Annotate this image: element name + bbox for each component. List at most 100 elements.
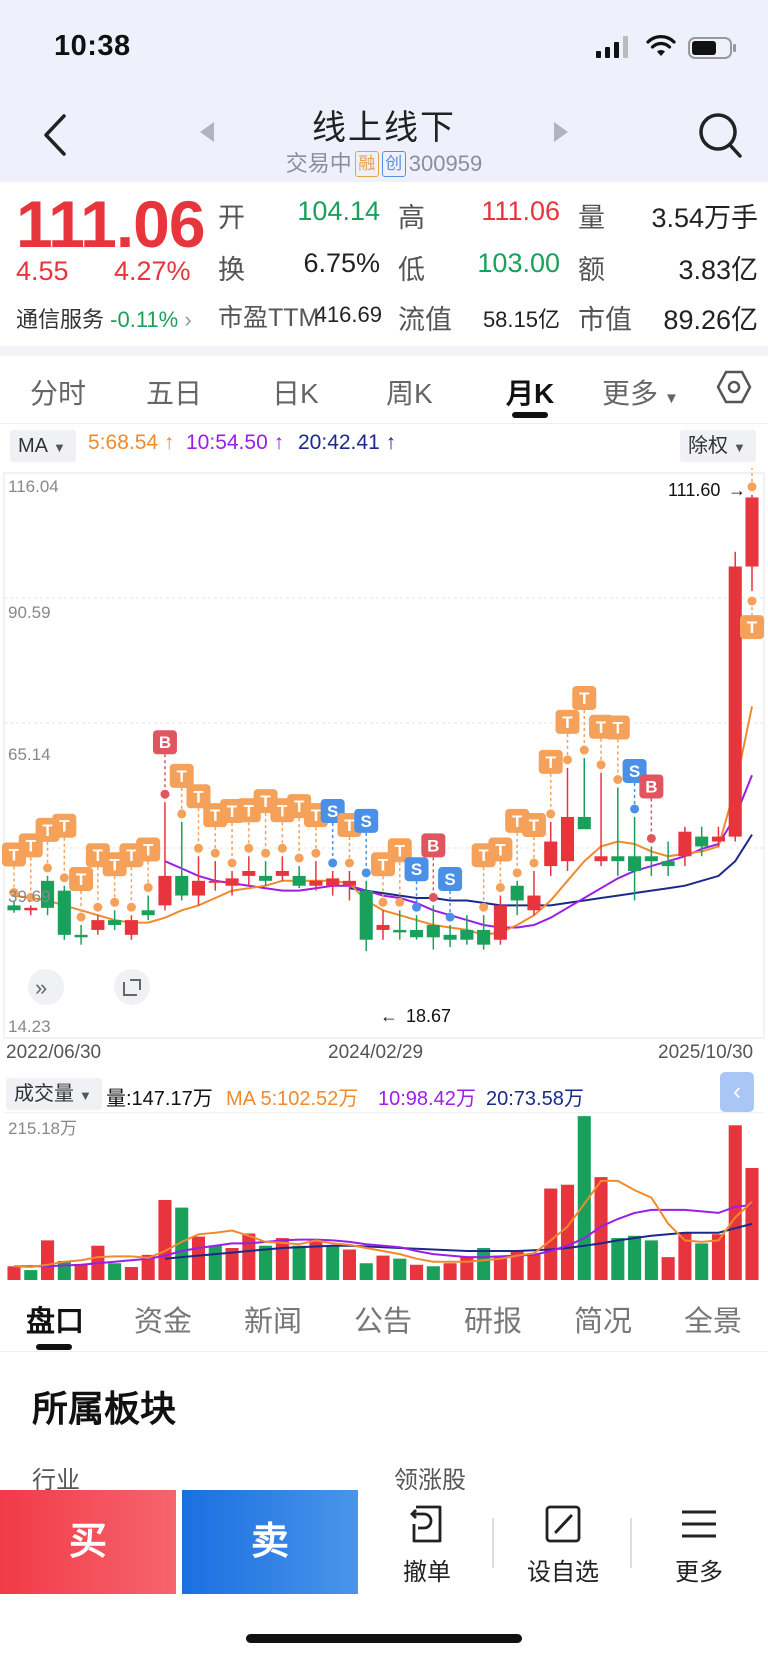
svg-text:T: T [177, 767, 188, 786]
menu-icon [682, 1510, 716, 1538]
vol-ma10-line [14, 1204, 753, 1268]
trade-marker-t: T [136, 837, 161, 893]
adjust-select[interactable]: 除权 ▼ [680, 430, 756, 462]
prev-stock-icon[interactable] [200, 122, 214, 142]
volume-bar [191, 1236, 206, 1280]
svg-text:T: T [562, 713, 573, 732]
price-change-pct: 4.27% [114, 256, 191, 286]
svg-text:T: T [76, 870, 87, 889]
sell-button[interactable]: 卖 [182, 1490, 358, 1594]
candle [376, 910, 390, 940]
tab-daily-k[interactable]: 日K [272, 378, 319, 409]
edit-icon [545, 1505, 581, 1543]
search-icon[interactable] [696, 110, 744, 160]
amount-label: 额 [578, 255, 605, 285]
candle [124, 915, 138, 940]
volume-bar [695, 1243, 709, 1280]
indicator-select[interactable]: MA ▼ [10, 430, 76, 462]
tab-weekly-k[interactable]: 周K [386, 378, 433, 409]
svg-text:T: T [512, 812, 523, 831]
candle [745, 494, 759, 592]
volume-bar [678, 1232, 692, 1280]
tab-monthly-k[interactable]: 月K [506, 378, 555, 409]
section-title: 所属板块 [32, 1388, 177, 1429]
tab-active-indicator [512, 412, 548, 418]
candle [493, 895, 507, 945]
svg-text:B: B [645, 777, 657, 796]
vol-ma5-readout: MA 5:102.52万 [226, 1088, 359, 1110]
trade-marker-t: T [555, 709, 580, 765]
back-arrow-icon[interactable] [40, 112, 70, 158]
svg-text:T: T [546, 753, 557, 772]
dropdown-caret-icon: ▼ [664, 390, 679, 407]
add-watchlist-label: 设自选 [527, 1559, 599, 1586]
tab-order-book[interactable]: 盘口 [26, 1306, 85, 1338]
svg-text:S: S [444, 870, 455, 889]
expand-sidebar-button[interactable]: » [28, 969, 64, 1005]
volume-bar [326, 1245, 340, 1280]
svg-text:T: T [210, 806, 221, 825]
stock-name: 线上线下 [312, 109, 456, 147]
chart-period-tabs [0, 356, 768, 424]
volume-bar [426, 1266, 440, 1280]
candle [410, 915, 424, 940]
open-value: 104.14 [297, 196, 380, 226]
ma20-readout: 20:42.41 ↑ [298, 431, 397, 454]
tab-funds[interactable]: 资金 [134, 1306, 193, 1338]
battery-icon [688, 37, 736, 59]
volume-readout: 量:147.17万 [106, 1088, 213, 1110]
pe-value: 416.69 [314, 302, 382, 327]
tab-announcements[interactable]: 公告 [354, 1306, 413, 1338]
status-time: 10:38 [54, 30, 131, 62]
stock-code: 300959 [408, 151, 483, 176]
tab-news[interactable]: 新闻 [244, 1306, 303, 1338]
svg-text:T: T [529, 816, 540, 835]
svg-text:T: T [395, 841, 406, 860]
candle [141, 895, 155, 921]
chart-settings-icon[interactable] [716, 370, 752, 404]
candle [510, 880, 524, 916]
more-actions-button[interactable]: 更多 [644, 1490, 754, 1594]
wifi-icon [646, 35, 676, 56]
nav-header [0, 90, 768, 182]
pe-label: 市盈TTM [218, 304, 320, 332]
trade-marker-t: T [169, 763, 194, 819]
ma20-line [349, 834, 753, 907]
tab-more[interactable]: 更多 ▼ [602, 378, 679, 409]
fullscreen-icon [123, 982, 137, 996]
tab-intraday[interactable]: 分时 [30, 378, 87, 409]
buy-button[interactable]: 买 [0, 1490, 176, 1594]
margin-tag: 融 [354, 151, 379, 177]
collapse-panel-button[interactable]: ‹ [720, 1072, 754, 1112]
volume-indicator-select[interactable]: 成交量 ▼ [6, 1078, 102, 1110]
y-axis-top: 116.04 [8, 477, 59, 496]
next-stock-icon[interactable] [554, 122, 568, 142]
svg-text:T: T [478, 846, 489, 865]
tab-research[interactable]: 研报 [464, 1306, 523, 1338]
price-change: 4.55 [16, 256, 69, 286]
tab-profile[interactable]: 简况 [574, 1306, 633, 1338]
svg-text:S: S [327, 802, 338, 821]
high-label: 高 [398, 203, 425, 233]
candle [359, 880, 373, 952]
trade-marker-t: T [538, 749, 563, 819]
svg-text:T: T [277, 801, 288, 820]
tab-overview[interactable]: 全景 [684, 1306, 743, 1338]
market-cap-label: 市值 [578, 305, 632, 335]
svg-text:T: T [93, 846, 104, 865]
volume-chart[interactable]: 215.18万 [0, 1112, 768, 1282]
candle [342, 870, 356, 901]
cancel-order-button[interactable]: 撤单 [372, 1490, 482, 1594]
low-value: 103.00 [477, 248, 560, 278]
tab-five-day[interactable]: 五日 [146, 378, 203, 409]
sector-link[interactable]: 通信服务 -0.11% › [16, 302, 192, 334]
trade-status: 交易中 [285, 151, 352, 176]
market-cap-value: 89.26亿 [663, 305, 758, 335]
trade-marker-t: T [387, 838, 412, 907]
fullscreen-button[interactable] [114, 969, 150, 1005]
float-cap-label: 流值 [398, 305, 452, 335]
add-watchlist-button[interactable]: 设自选 [508, 1490, 618, 1594]
leader-label: 领涨股 [394, 1467, 466, 1494]
volume-y-max: 215.18万 [8, 1119, 77, 1138]
kline-chart[interactable]: TTTTTTTTTBTTTTTTTTTSTSTTSBSTTTTTTTTTSBTT… [0, 468, 768, 1068]
